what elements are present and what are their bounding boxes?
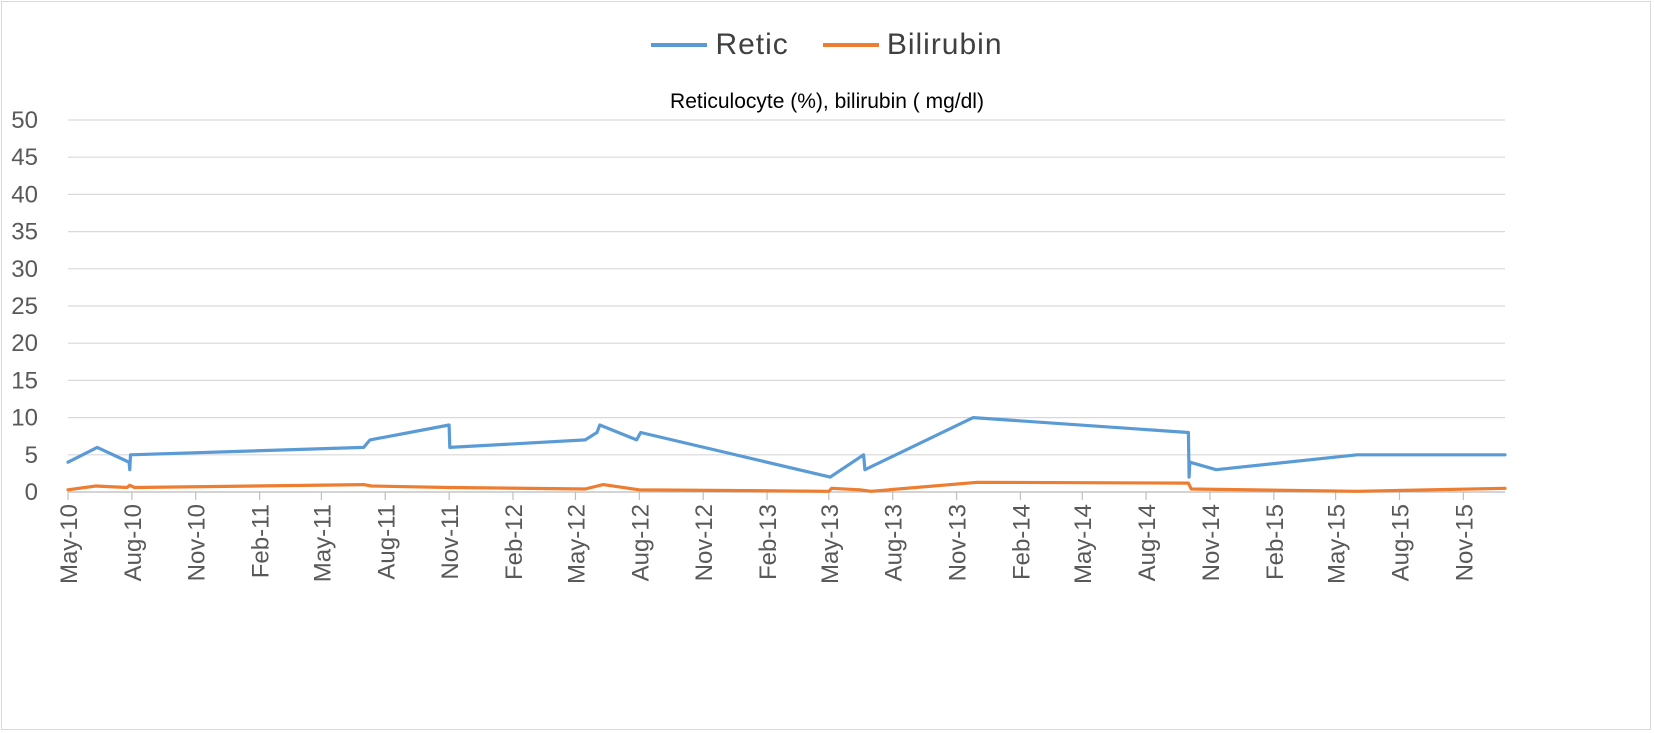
x-tick-label: Nov-14 bbox=[1198, 504, 1225, 581]
y-tick-30: 30 bbox=[11, 256, 38, 283]
y-tick-label: 20 bbox=[11, 330, 38, 357]
y-tick-label: 40 bbox=[11, 181, 38, 208]
x-tick-aug-13: Aug-13 bbox=[881, 492, 908, 581]
x-tick-nov-13: Nov-13 bbox=[945, 492, 972, 581]
x-tick-label: Aug-13 bbox=[881, 504, 908, 581]
y-tick-label: 10 bbox=[11, 405, 38, 432]
x-tick-label: Aug-12 bbox=[627, 504, 654, 581]
legend: Retic Bilirubin bbox=[0, 28, 1654, 62]
x-tick-aug-15: Aug-15 bbox=[1387, 492, 1414, 581]
y-tick-45: 45 bbox=[11, 144, 38, 171]
x-tick-label: May-13 bbox=[817, 504, 844, 584]
y-tick-50: 50 bbox=[11, 107, 38, 134]
y-tick-label: 5 bbox=[25, 442, 38, 469]
x-tick-nov-10: Nov-10 bbox=[184, 492, 211, 581]
series-line-bilirubin bbox=[66, 480, 1507, 493]
x-tick-label: Aug-14 bbox=[1134, 504, 1161, 581]
x-tick-feb-13: Feb-13 bbox=[755, 492, 782, 580]
x-tick-label: Aug-15 bbox=[1387, 504, 1414, 581]
legend-swatch-bilirubin bbox=[822, 43, 879, 47]
gridlines bbox=[68, 119, 1505, 493]
x-tick-feb-15: Feb-15 bbox=[1262, 492, 1289, 580]
x-tick-label: Nov-15 bbox=[1451, 504, 1478, 581]
y-tick-label: 35 bbox=[11, 219, 38, 246]
y-tick-25: 25 bbox=[11, 293, 38, 320]
x-tick-label: Aug-10 bbox=[120, 504, 147, 581]
x-tick-label: Feb-14 bbox=[1008, 504, 1035, 580]
x-tick-may-13: May-13 bbox=[817, 492, 844, 584]
legend-entry-retic: Retic bbox=[651, 28, 788, 62]
x-tick-aug-14: Aug-14 bbox=[1134, 492, 1161, 581]
y-axis-ticks: 0 5 10 15 20 25 30 35 40 45 50 bbox=[11, 107, 38, 506]
x-tick-nov-14: Nov-14 bbox=[1198, 492, 1225, 581]
series-lines bbox=[66, 416, 1507, 493]
x-tick-label: Nov-10 bbox=[184, 504, 211, 581]
y-tick-10: 10 bbox=[11, 405, 38, 432]
x-tick-label: Feb-15 bbox=[1262, 504, 1289, 580]
x-tick-nov-11: Nov-11 bbox=[437, 492, 464, 580]
y-tick-20: 20 bbox=[11, 330, 38, 357]
x-tick-may-15: May-15 bbox=[1324, 492, 1351, 584]
x-tick-may-11: May-11 bbox=[309, 492, 336, 582]
x-tick-feb-12: Feb-12 bbox=[501, 492, 528, 580]
x-tick-feb-11: Feb-11 bbox=[248, 492, 275, 578]
y-tick-35: 35 bbox=[11, 219, 38, 246]
y-tick-15: 15 bbox=[11, 367, 38, 394]
x-tick-may-14: May-14 bbox=[1070, 492, 1097, 584]
y-tick-5: 5 bbox=[25, 442, 38, 469]
x-tick-aug-10: Aug-10 bbox=[120, 492, 147, 581]
x-tick-may-10: May-10 bbox=[56, 492, 83, 584]
x-tick-nov-15: Nov-15 bbox=[1451, 492, 1478, 581]
x-tick-label: Feb-11 bbox=[248, 504, 275, 578]
x-tick-label: May-10 bbox=[56, 504, 83, 584]
y-tick-label: 0 bbox=[25, 479, 38, 506]
x-tick-label: May-15 bbox=[1324, 504, 1351, 584]
y-tick-label: 50 bbox=[11, 107, 38, 134]
x-tick-label: Nov-13 bbox=[945, 504, 972, 581]
x-tick-label: Nov-12 bbox=[691, 504, 718, 581]
y-tick-label: 15 bbox=[11, 367, 38, 394]
y-tick-0: 0 bbox=[25, 479, 38, 506]
legend-entry-bilirubin: Bilirubin bbox=[822, 28, 1003, 62]
legend-label-retic: Retic bbox=[715, 28, 789, 61]
x-axis-ticks: May-10 Aug-10 Nov-10 Feb-11 May-11 Aug-11 Nov-… bbox=[56, 492, 1478, 584]
y-tick-40: 40 bbox=[11, 181, 38, 208]
x-tick-label: Aug-11 bbox=[373, 504, 400, 580]
x-tick-feb-14: Feb-14 bbox=[1008, 492, 1035, 580]
legend-label-bilirubin: Bilirubin bbox=[886, 28, 1003, 61]
legend-swatch-retic bbox=[651, 43, 708, 47]
x-tick-nov-12: Nov-12 bbox=[691, 492, 718, 581]
y-tick-label: 30 bbox=[11, 256, 38, 283]
x-tick-aug-12: Aug-12 bbox=[627, 492, 654, 581]
x-tick-label: May-11 bbox=[309, 504, 336, 582]
x-tick-aug-11: Aug-11 bbox=[373, 492, 400, 580]
x-tick-label: May-14 bbox=[1070, 504, 1097, 584]
x-tick-label: May-12 bbox=[563, 504, 590, 584]
x-tick-may-12: May-12 bbox=[563, 492, 590, 584]
series-line-retic bbox=[66, 416, 1507, 479]
x-tick-label: Nov-11 bbox=[437, 504, 464, 580]
y-tick-label: 25 bbox=[11, 293, 38, 320]
chart-title: Reticulocyte (%), bilirubin ( mg/dl) bbox=[670, 90, 984, 113]
x-tick-label: Feb-12 bbox=[501, 504, 528, 580]
y-tick-label: 45 bbox=[11, 144, 38, 171]
x-tick-label: Feb-13 bbox=[755, 504, 782, 580]
